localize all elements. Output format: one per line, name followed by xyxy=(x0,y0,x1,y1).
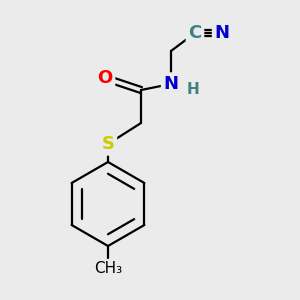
Text: H: H xyxy=(186,82,199,97)
Text: N: N xyxy=(164,75,178,93)
Text: N: N xyxy=(214,24,230,42)
Text: C: C xyxy=(188,24,202,42)
Text: O: O xyxy=(98,69,112,87)
Text: CH₃: CH₃ xyxy=(94,261,122,276)
Text: S: S xyxy=(101,135,115,153)
